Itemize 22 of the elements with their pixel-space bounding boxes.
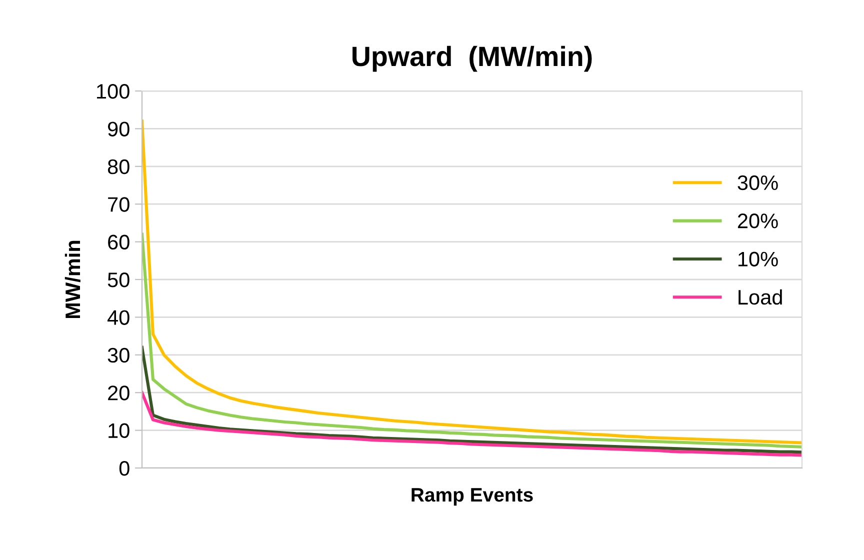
y-tick-label: 60: [108, 234, 130, 250]
line-series: [142, 232, 802, 448]
y-tick-label: 100: [97, 84, 130, 99]
y-tick-label: 90: [108, 122, 130, 136]
y-tick-label: 70: [108, 197, 130, 212]
y-tick-label: 10: [108, 423, 130, 438]
y-tick-label: 30: [108, 348, 130, 363]
chart-title: Upward (MW/min): [352, 46, 592, 72]
legend-label: 10%: [738, 252, 778, 266]
legend-label: 30%: [738, 175, 778, 190]
y-tick-label: 50: [108, 272, 130, 288]
legend-label: Load: [738, 289, 782, 305]
y-tick-label: 40: [108, 310, 130, 325]
line-series: [142, 346, 802, 454]
y-tick-label: 80: [108, 159, 130, 174]
line-series: [142, 120, 802, 444]
y-tick-label: 0: [119, 461, 130, 476]
line-series: [142, 391, 802, 457]
legend-label: 20%: [738, 214, 778, 228]
y-tick-label: 20: [108, 386, 130, 400]
x-axis-title: Ramp Events: [412, 488, 533, 506]
y-axis-title: MW/min: [64, 240, 80, 318]
